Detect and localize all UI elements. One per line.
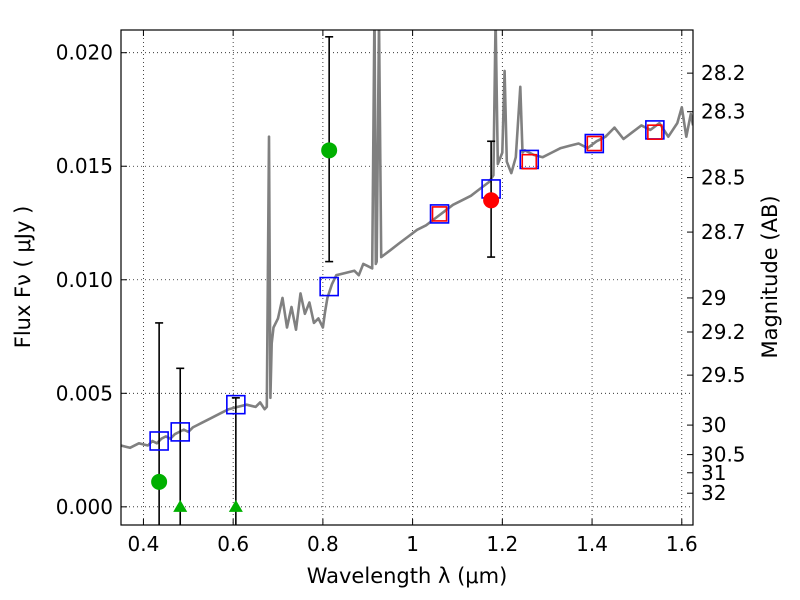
right-tick-label: 28.5 — [701, 166, 746, 190]
photometry-square-marker — [319, 276, 339, 297]
right-axis-label: Magnitude (AB) — [758, 195, 782, 358]
upper-limit-triangle-marker — [228, 499, 243, 512]
x-tick-label: 1.6 — [666, 532, 698, 556]
template-spectrum — [121, 30, 693, 450]
right-tick-label: 31 — [701, 461, 726, 485]
grid — [121, 30, 693, 525]
photometry-square-marker — [521, 153, 538, 170]
ticks: 0.4 0.6 0.8 1 1.2 1.4 1.6 0.000 0.005 0.010 0.015 0… — [56, 30, 746, 556]
photometry-square-marker — [647, 124, 663, 140]
right-tick-label: 28.7 — [701, 220, 746, 244]
right-tick-label: 29.2 — [701, 320, 746, 344]
photometry-square-marker — [584, 133, 605, 154]
y-tick-label: 0.015 — [56, 154, 113, 178]
right-tick-label: 29 — [701, 286, 726, 310]
y-tick-label: 0.010 — [56, 268, 113, 292]
x-axis-label: Wavelength λ (μm) — [307, 564, 508, 588]
x-tick-label: 0.4 — [128, 532, 160, 556]
plot-frame — [120, 29, 694, 526]
flux-circle-marker — [321, 142, 338, 159]
right-tick-label: 30.5 — [701, 443, 746, 467]
y-tick-label: 0.000 — [56, 495, 113, 519]
photometry-square-marker — [586, 135, 603, 152]
x-tick-label: 1.4 — [576, 532, 608, 556]
flux-circle-marker — [483, 192, 500, 209]
markers — [149, 120, 665, 512]
y-axis-label: Flux Fν ( μJy ) — [11, 206, 35, 349]
y-tick-label: 0.020 — [56, 41, 113, 65]
error-bars — [155, 36, 496, 525]
x-tick-label: 1.2 — [486, 532, 518, 556]
photometry-square-marker — [149, 431, 169, 451]
right-tick-label: 28.3 — [701, 100, 746, 124]
photometry-square-marker — [226, 394, 246, 415]
spectrum-line — [121, 30, 693, 450]
photometry-square-marker — [429, 204, 450, 224]
right-tick-label: 32 — [701, 481, 726, 505]
upper-limit-triangle-marker — [173, 499, 188, 512]
photometry-square-marker — [170, 422, 191, 442]
right-tick-label: 29.5 — [701, 363, 746, 387]
flux-circle-marker — [151, 473, 168, 490]
x-tick-label: 0.8 — [307, 532, 339, 556]
right-tick-label: 30 — [701, 413, 726, 437]
x-tick-label: 0.6 — [217, 532, 249, 556]
y-tick-label: 0.005 — [56, 381, 113, 405]
photometry-square-marker — [431, 206, 448, 222]
right-tick-label: 28.2 — [701, 61, 746, 85]
x-tick-label: 1 — [406, 532, 419, 556]
